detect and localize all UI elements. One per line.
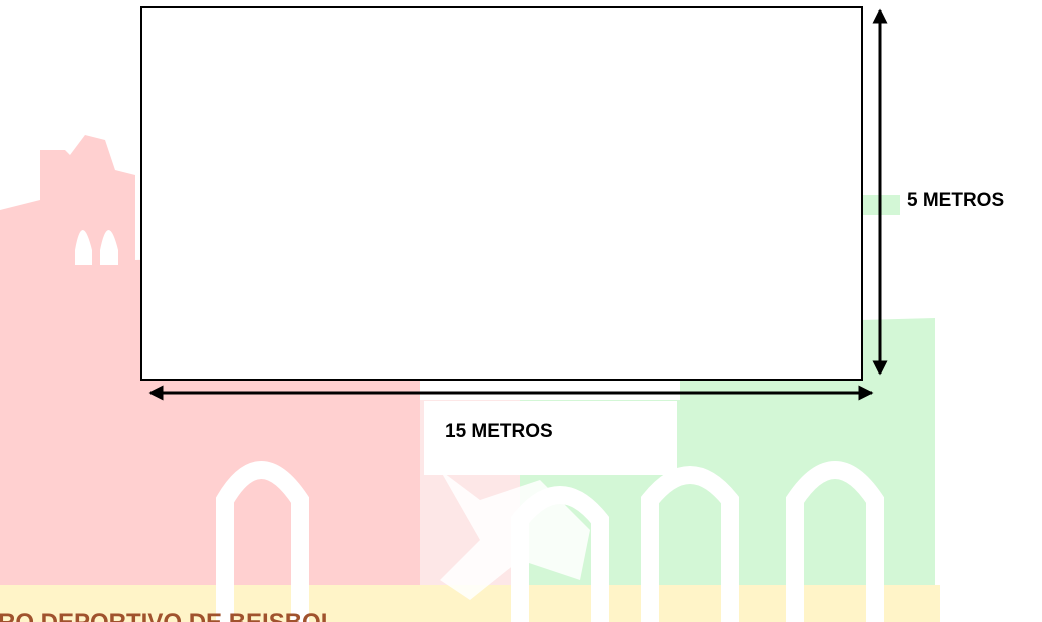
height-label: 5 METROS	[907, 190, 1004, 211]
rectangle	[141, 7, 862, 380]
page: 5 METROS 15 METROS RO DEPORTIVO DE BEISB…	[0, 0, 1042, 622]
footer-text: RO DEPORTIVO DE BEISBOL	[0, 609, 335, 622]
width-label: 15 METROS	[445, 421, 553, 442]
diagram: 5 METROS 15 METROS RO DEPORTIVO DE BEISB…	[0, 0, 1042, 622]
